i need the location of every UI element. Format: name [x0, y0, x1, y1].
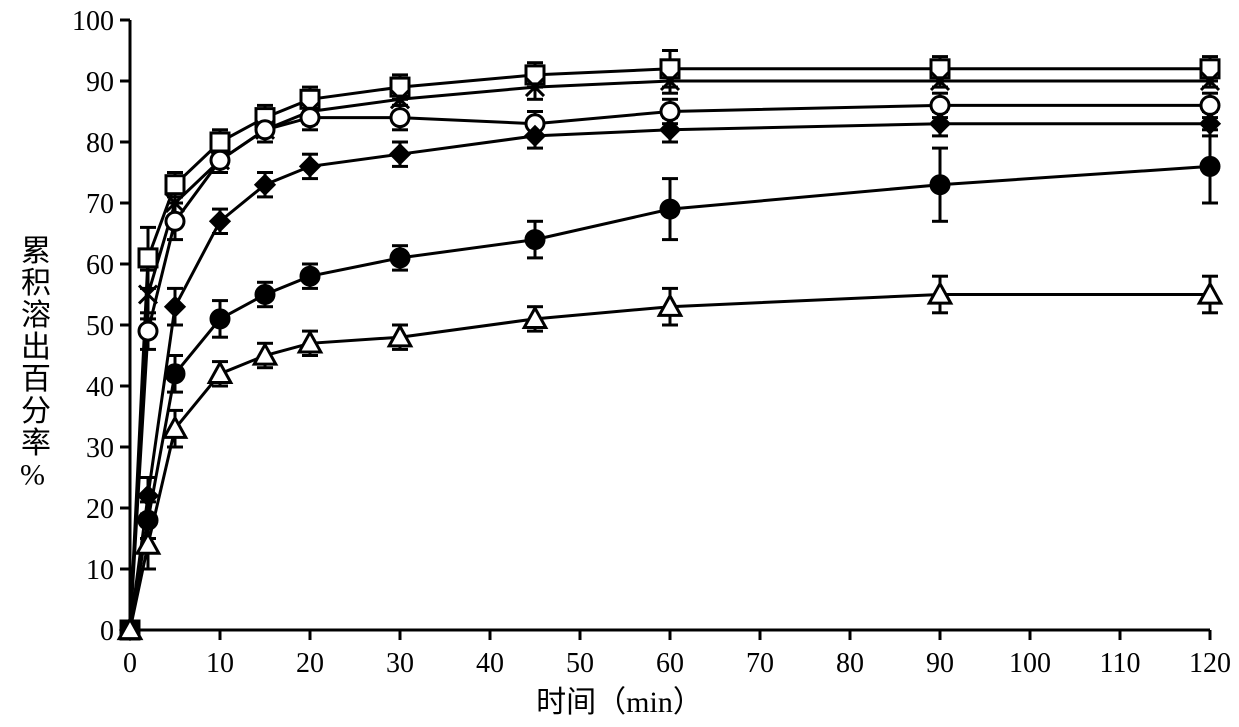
svg-text:20: 20: [86, 494, 114, 525]
svg-text:120: 120: [1189, 648, 1231, 679]
svg-text:80: 80: [86, 128, 114, 159]
svg-text:110: 110: [1100, 648, 1141, 679]
svg-text:40: 40: [476, 648, 504, 679]
svg-text:30: 30: [386, 648, 414, 679]
svg-text:70: 70: [746, 648, 774, 679]
y-axis-label: 累积溶出百分率%: [10, 234, 54, 493]
svg-text:10: 10: [86, 555, 114, 586]
svg-text:70: 70: [86, 189, 114, 220]
chart-svg: 0 10 20 30 40 50 60 70 80 90 100 110 120 0 10 20 30 40 50 6…: [0, 0, 1239, 727]
svg-text:40: 40: [86, 372, 114, 403]
svg-text:20: 20: [296, 648, 324, 679]
svg-text:10: 10: [206, 648, 234, 679]
svg-text:100: 100: [72, 6, 114, 37]
svg-text:0: 0: [123, 648, 137, 679]
svg-text:100: 100: [1009, 648, 1051, 679]
svg-text:90: 90: [86, 67, 114, 98]
svg-text:60: 60: [86, 250, 114, 281]
svg-text:90: 90: [926, 648, 954, 679]
dissolution-chart: 累积溶出百分率% 时间（min） 01020304050607080901001…: [0, 0, 1239, 727]
svg-text:60: 60: [656, 648, 684, 679]
svg-text:50: 50: [86, 311, 114, 342]
svg-text:0: 0: [100, 616, 114, 647]
svg-text:30: 30: [86, 433, 114, 464]
svg-text:50: 50: [566, 648, 594, 679]
x-axis-label: 时间（min）: [536, 677, 703, 721]
svg-text:80: 80: [836, 648, 864, 679]
